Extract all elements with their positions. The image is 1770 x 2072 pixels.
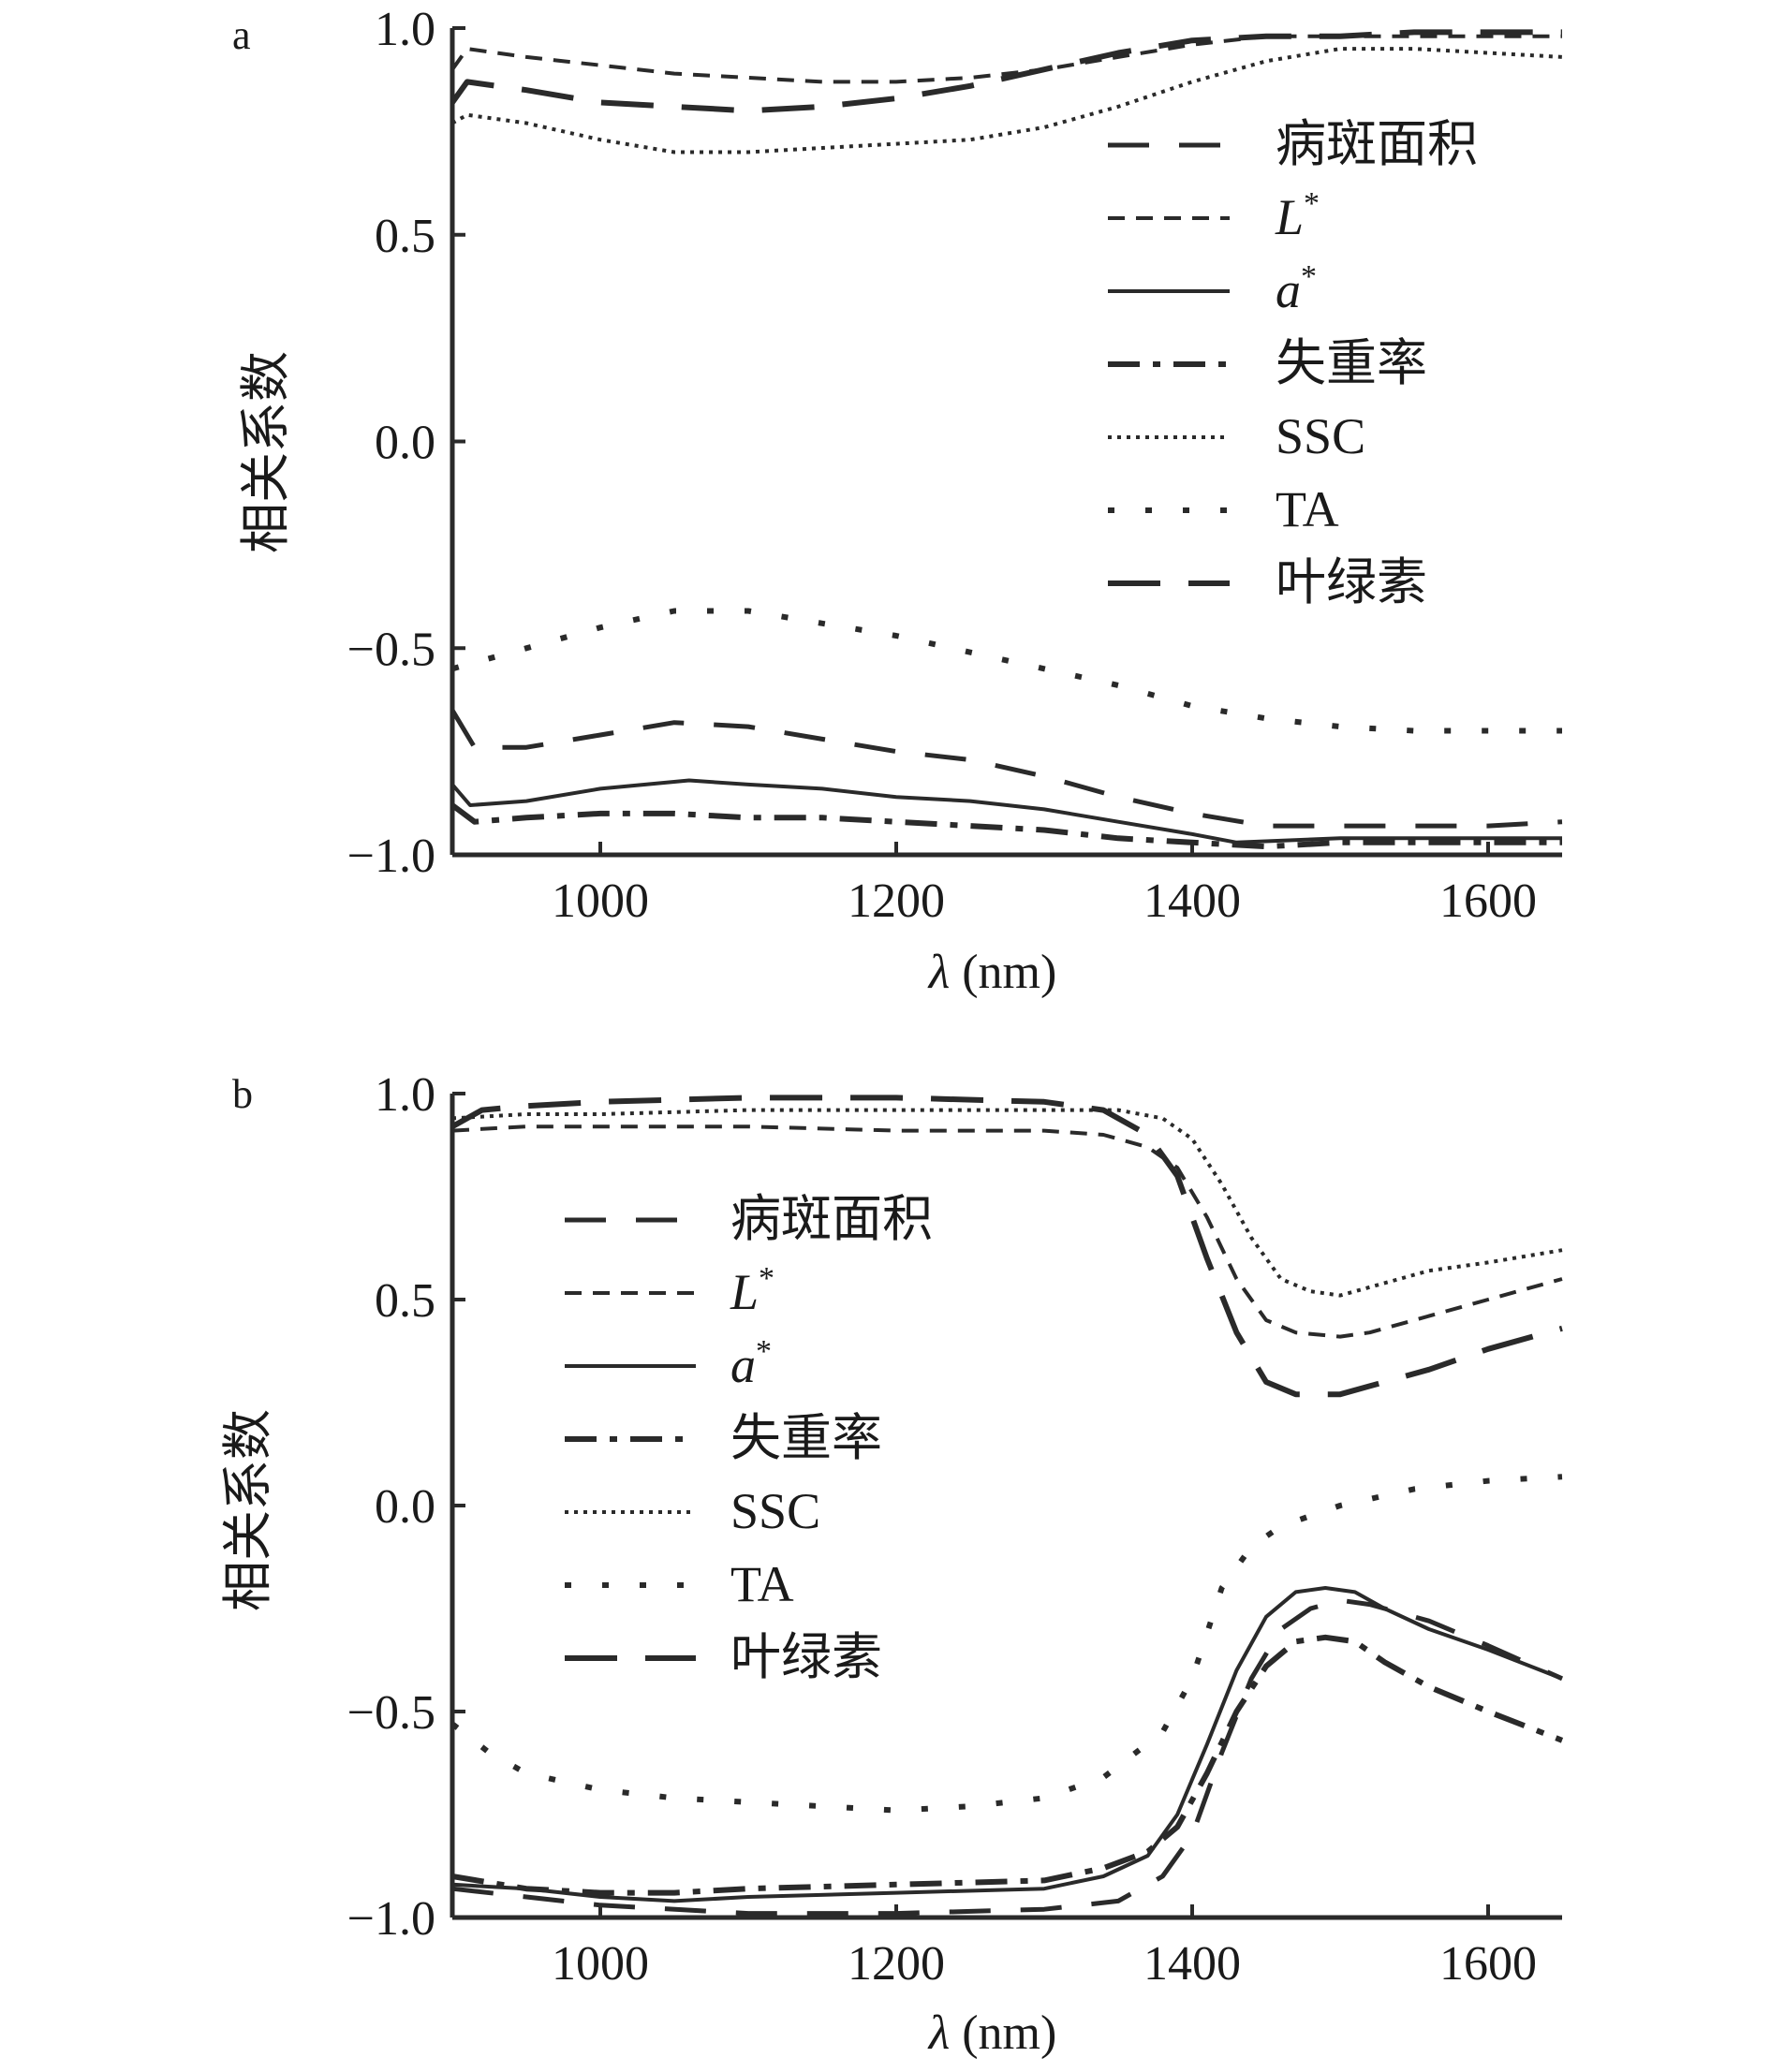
panel-a-x-tick-label: 1400 bbox=[1143, 874, 1241, 928]
panel-a-letter: a bbox=[232, 12, 251, 58]
panel-b-xlabel: λ (nm) bbox=[927, 2006, 1057, 2060]
panel-a-ylabel: 相关系数 bbox=[236, 351, 295, 553]
panel-a-series bbox=[450, 29, 1563, 850]
panel-a-series-line bbox=[451, 608, 1562, 734]
panel-a-legend-label: 失重率 bbox=[1276, 333, 1427, 392]
panel-b-y-tick-label: −1.0 bbox=[347, 1892, 435, 1946]
panel-b-axes: 1000 1200 1400 1600 1.0 0.5 0.0 −0.5 −1.0 bbox=[347, 1068, 1562, 1991]
panel-b-x-tick-label: 1400 bbox=[1143, 1937, 1241, 1991]
panel-b-series-line bbox=[451, 1634, 1564, 1896]
panel-a-series-line bbox=[450, 709, 1563, 829]
panel-a-xlabel: λ (nm) bbox=[927, 946, 1057, 999]
panel-b-y-tick-label: −0.5 bbox=[347, 1686, 435, 1740]
panel-a-series-line bbox=[451, 47, 1563, 154]
panel-a-legend-label: TA bbox=[1276, 481, 1339, 537]
panel-a-x-tick-label: 1600 bbox=[1439, 874, 1537, 928]
panel-a-xlabel-symbol: λ bbox=[927, 946, 951, 999]
panel-a-y-tick-label: 0.5 bbox=[375, 210, 435, 263]
panel-a-x-tick-label: 1000 bbox=[552, 874, 649, 928]
panel-b-legend-label: TA bbox=[730, 1556, 794, 1612]
panel-b-legend-label: 病斑面积 bbox=[730, 1189, 933, 1248]
panel-a-legend-label: SSC bbox=[1276, 408, 1365, 464]
panel-b-letter: b bbox=[232, 1071, 253, 1117]
panel-b: b 相关系数 1000 1200 1400 1600 1.0 0.5 0.0 −0.5 −1.0… bbox=[218, 1068, 1564, 2060]
panel-a-y-tick-label: 1.0 bbox=[375, 3, 435, 56]
panel-b-x-tick-label: 1000 bbox=[552, 1937, 649, 1991]
panel-b-series-line bbox=[451, 1586, 1563, 1903]
panel-b-legend-label: 失重率 bbox=[730, 1408, 882, 1467]
panel-b-legend-label: 叶绿素 bbox=[730, 1627, 882, 1686]
panel-a-xlabel-unit: (nm) bbox=[950, 946, 1056, 999]
panel-b-series-line bbox=[451, 1124, 1563, 1339]
panel-a-legend-label: L* bbox=[1275, 186, 1320, 245]
panel-a-series-line bbox=[450, 29, 1562, 114]
panel-b-y-tick-label: 1.0 bbox=[375, 1068, 435, 1122]
panel-b-y-tick-label: 0.5 bbox=[375, 1274, 435, 1328]
panel-b-series bbox=[450, 1095, 1564, 1917]
panel-b-ylabel: 相关系数 bbox=[218, 1409, 277, 1611]
panel-a: a 相关系数 1000 1200 1400 1600 1.0 0.5 0.0 −0.5 −1.0… bbox=[232, 3, 1563, 999]
panel-a-series-line bbox=[450, 778, 1562, 845]
panel-b-legend-label: a* bbox=[730, 1334, 772, 1393]
panel-b-legend-label: SSC bbox=[730, 1483, 820, 1539]
panel-b-xlabel-unit: (nm) bbox=[950, 2006, 1056, 2060]
panel-b-xlabel-symbol: λ bbox=[927, 2006, 951, 2060]
panel-a-y-tick-label: −0.5 bbox=[347, 623, 435, 676]
panel-b-x-tick-label: 1200 bbox=[848, 1937, 945, 1991]
panel-a-legend-label: a* bbox=[1276, 259, 1317, 318]
panel-b-legend: 病斑面积 L* a* 失重率 SSC TA 叶绿素 bbox=[565, 1189, 933, 1686]
panel-a-legend-label: 叶绿素 bbox=[1276, 552, 1427, 611]
panel-a-axes: 1000 1200 1400 1600 1.0 0.5 0.0 −0.5 −1.0 bbox=[347, 3, 1562, 928]
panel-b-series-line bbox=[450, 1474, 1563, 1814]
panel-b-y-tick-label: 0.0 bbox=[375, 1480, 435, 1534]
panel-b-series-line bbox=[451, 1597, 1564, 1917]
panel-a-series-line bbox=[450, 802, 1562, 850]
panel-b-series-line bbox=[450, 1095, 1563, 1398]
panel-b-legend-label: L* bbox=[730, 1261, 774, 1320]
panel-a-legend: 病斑面积 L* a* 失重率 SSC TA 叶绿素 bbox=[1108, 114, 1478, 611]
panel-a-y-tick-label: −1.0 bbox=[347, 830, 435, 883]
panel-a-legend-label: 病斑面积 bbox=[1276, 114, 1478, 173]
panel-a-x-tick-label: 1200 bbox=[848, 874, 945, 928]
panel-b-x-tick-label: 1600 bbox=[1439, 1937, 1537, 1991]
panel-b-series-line bbox=[451, 1108, 1563, 1298]
panel-a-y-tick-label: 0.0 bbox=[375, 417, 435, 470]
